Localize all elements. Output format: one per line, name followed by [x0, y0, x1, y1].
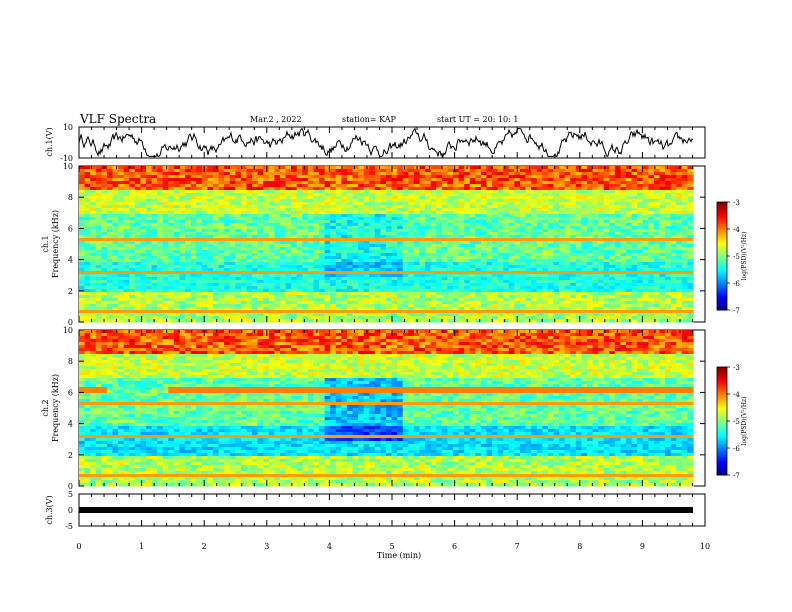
ch2-spectrogram-yticks: 0 2 4 6 8 10: [63, 326, 705, 491]
time-tick-label: 4: [327, 542, 332, 551]
colorbar-tick-label: -7: [733, 472, 740, 480]
ch3-ytick-mid: 0: [68, 506, 73, 515]
spectrogram-ytick-label: 4: [68, 420, 73, 429]
time-tick-label: 8: [577, 542, 582, 551]
ch1-spectrogram-panel: ch.1 Frequency (kHz) 0 2 4 6 8 10: [41, 162, 706, 327]
colorbar-tick-label: -7: [733, 307, 740, 315]
ch2-spectrogram-ylabel-channel: ch.2: [41, 399, 50, 416]
spectrogram-ytick-label: 6: [68, 388, 73, 397]
colorbar-tick-label: -3: [733, 364, 740, 372]
start-time-label: start UT = 20: 10: 1: [437, 115, 518, 124]
time-axis-label: Time (min): [377, 551, 421, 560]
spectrogram-ytick-label: 8: [68, 357, 73, 366]
ch3-waveform-ylabel: ch.3(V): [45, 495, 54, 524]
ch2-colorbar: -3 -4 -5 -6 -7 log(PSD)(V²/Hz): [716, 364, 748, 480]
spectrogram-ytick-label: 6: [68, 224, 73, 233]
time-axis-ticks: [78, 127, 706, 526]
ch3-ytick-bottom: -5: [65, 522, 73, 531]
spectrogram-ytick-label: 2: [68, 287, 73, 296]
figure-title: VLF Spectra: [79, 112, 156, 126]
ch1-spectrogram-image: [79, 166, 694, 323]
spectrogram-ytick-label: 10: [63, 326, 73, 335]
spectrogram-ytick-label: 0: [68, 318, 73, 327]
ch2-spectrogram-panel: ch.2 Frequency (kHz) 0 2 4 6 8 10: [41, 326, 706, 491]
spectrogram-ytick-label: 10: [63, 162, 73, 171]
ch1-spectrogram-yticks: 0 2 4 6 8 10: [63, 162, 705, 327]
time-axis-tick-labels: 0 1 2 3 4 5 6 7 8 9 10: [76, 542, 710, 551]
time-tick-label: 0: [76, 542, 81, 551]
ch1-ytick-top: 10: [63, 123, 73, 132]
colorbar-tick-label: -3: [733, 199, 740, 207]
ch3-waveform-trace: [79, 507, 693, 513]
time-tick-label: 2: [202, 542, 207, 551]
ch2-spectrogram-image: [79, 330, 694, 487]
colorbar-label: log(PSD)(V²/Hz): [741, 397, 748, 446]
colorbar-tick-label: -6: [733, 445, 740, 453]
ch1-waveform-ylabel: ch.1(V): [45, 127, 54, 156]
ch3-waveform-panel: 5 0 -5 ch.3(V): [45, 490, 706, 531]
ch1-waveform-trace: [78, 127, 694, 158]
colorbar-label: log(PSD)(V²/Hz): [741, 232, 748, 281]
ch1-colorbar: -3 -4 -5 -6 -7 log(PSD)(V²/Hz): [716, 199, 748, 315]
time-tick-label: 9: [640, 542, 645, 551]
colorbar-tick-label: -5: [733, 253, 740, 261]
time-tick-label: 10: [700, 542, 710, 551]
colorbar-tick-label: -5: [733, 418, 740, 426]
time-tick-label: 1: [139, 542, 144, 551]
ch1-waveform-panel: 10 -10 ch.1(V): [45, 123, 706, 163]
ch1-ytick-bottom: -10: [60, 154, 73, 163]
colorbar-tick-label: -6: [733, 280, 740, 288]
time-tick-label: 3: [264, 542, 269, 551]
time-tick-label: 7: [515, 542, 520, 551]
station-label: station= KAP: [342, 115, 397, 124]
ch1-spectrogram-ylabel-frequency: Frequency (kHz): [51, 210, 60, 278]
ch3-ytick-top: 5: [68, 490, 73, 499]
colorbar-tick-label: -4: [733, 391, 740, 399]
spectrogram-ytick-label: 0: [68, 482, 73, 491]
date-label: Mar.2 , 2022: [250, 115, 302, 124]
ch2-spectrogram-ylabel-frequency: Frequency (kHz): [51, 374, 60, 442]
spectrogram-ytick-label: 2: [68, 451, 73, 460]
spectrogram-ytick-label: 4: [68, 256, 73, 265]
time-tick-label: 5: [389, 542, 394, 551]
spectrogram-ytick-label: 8: [68, 193, 73, 202]
time-tick-label: 6: [452, 542, 457, 551]
colorbar-tick-label: -4: [733, 226, 740, 234]
ch1-spectrogram-ylabel-channel: ch.1: [41, 235, 50, 252]
